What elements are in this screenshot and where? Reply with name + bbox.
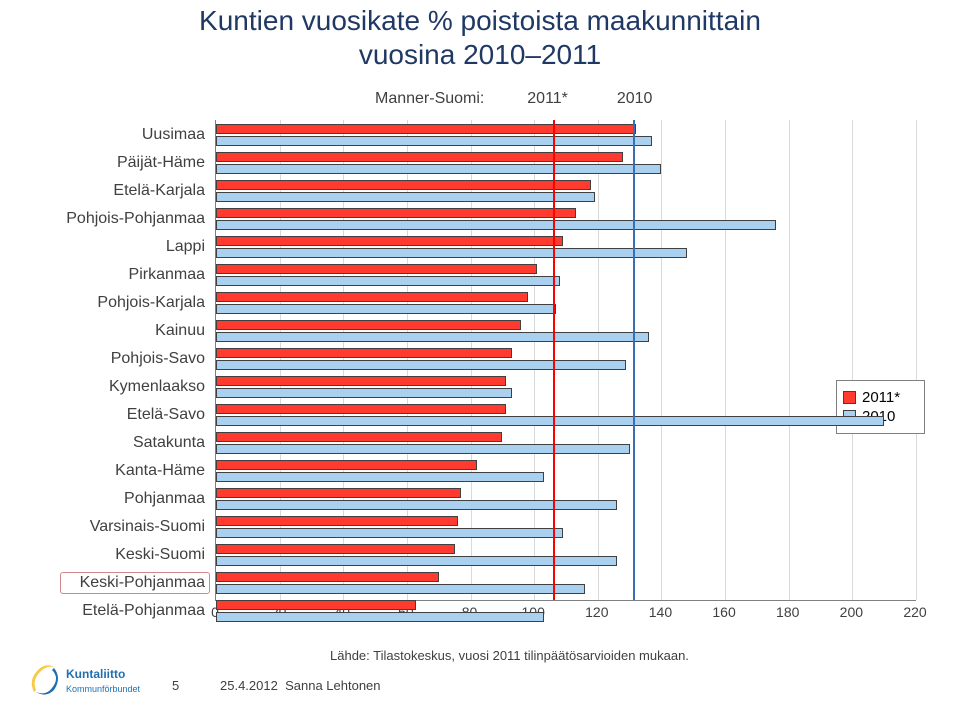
bar-2011 <box>216 124 636 134</box>
plot-area <box>215 120 916 601</box>
bar-2010 <box>216 444 630 454</box>
title-line2: vuosina 2010–2011 <box>359 39 601 70</box>
footer-page: 5 <box>172 678 179 693</box>
legend-label: 2011* <box>862 389 900 406</box>
bar-2010 <box>216 164 661 174</box>
bar-2010 <box>216 220 776 230</box>
ref-2011 <box>553 120 555 600</box>
grid-line <box>661 120 662 600</box>
bar-2011 <box>216 516 458 526</box>
region-label: Etelä-Savo <box>40 406 205 424</box>
region-label: Etelä-Pohjanmaa <box>40 602 205 620</box>
bar-2010 <box>216 276 560 286</box>
bar-2010 <box>216 332 649 342</box>
x-tick: 160 <box>712 604 735 620</box>
bar-2010 <box>216 500 617 510</box>
region-label: Keski-Suomi <box>40 546 205 564</box>
manner-2010-label: 2010 <box>617 90 653 108</box>
grid-line <box>789 120 790 600</box>
bar-2011 <box>216 404 506 414</box>
bar-2010 <box>216 472 544 482</box>
x-tick: 120 <box>585 604 608 620</box>
bar-2010 <box>216 248 687 258</box>
manner-2011-label: 2011* <box>527 90 568 108</box>
bar-2011 <box>216 320 521 330</box>
region-label: Pohjanmaa <box>40 490 205 508</box>
bar-2011 <box>216 292 528 302</box>
bar-2011 <box>216 208 576 218</box>
title-line1: Kuntien vuosikate % poistoista maakunnit… <box>199 5 761 36</box>
bar-2010 <box>216 556 617 566</box>
bar-2011 <box>216 264 537 274</box>
region-label: Pohjois-Savo <box>40 350 205 368</box>
region-label: Pohjois-Pohjanmaa <box>40 210 205 228</box>
x-tick: 220 <box>903 604 926 620</box>
bar-2011 <box>216 432 502 442</box>
region-label: Kymenlaakso <box>40 378 205 396</box>
bar-2010 <box>216 584 585 594</box>
logo-text-bottom: Kommunförbundet <box>66 684 141 694</box>
bar-2011 <box>216 180 591 190</box>
grid-line <box>852 120 853 600</box>
legend-swatch <box>843 391 856 404</box>
bar-2010 <box>216 192 595 202</box>
region-label: Satakunta <box>40 434 205 452</box>
bar-2011 <box>216 348 512 358</box>
bar-2010 <box>216 304 556 314</box>
region-label: Kanta-Häme <box>40 462 205 480</box>
region-label: Keski-Pohjanmaa <box>40 574 205 592</box>
bar-2011 <box>216 488 461 498</box>
logo-text-top: Kuntaliitto <box>66 667 125 681</box>
bar-2011 <box>216 460 477 470</box>
region-label: Uusimaa <box>40 126 205 144</box>
chart-area: Uusimaa Päijät-Häme Etelä-Karjala Pohjois-P… <box>40 90 920 630</box>
bar-2010 <box>216 360 626 370</box>
bar-2010 <box>216 528 563 538</box>
region-label: Etelä-Karjala <box>40 182 205 200</box>
grid-line <box>725 120 726 600</box>
source-text: Lähde: Tilastokeskus, vuosi 2011 tilinpä… <box>330 648 689 663</box>
x-tick: 180 <box>776 604 799 620</box>
x-tick: 200 <box>840 604 863 620</box>
bar-2011 <box>216 572 439 582</box>
bar-2010 <box>216 388 512 398</box>
footer-date: 25.4.2012 Sanna Lehtonen <box>220 678 381 693</box>
region-label: Kainuu <box>40 322 205 340</box>
bar-2010 <box>216 416 884 426</box>
bar-2011 <box>216 544 455 554</box>
manner-suomi-label: Manner-Suomi: <box>375 90 484 108</box>
bar-2011 <box>216 600 416 610</box>
bar-2010 <box>216 136 652 146</box>
bar-2010 <box>216 612 544 622</box>
region-label: Pirkanmaa <box>40 266 205 284</box>
legend-item: 2011* <box>843 389 918 406</box>
ref-2010 <box>633 120 635 600</box>
chart-title: Kuntien vuosikate % poistoista maakunnit… <box>0 4 960 71</box>
region-label: Pohjois-Karjala <box>40 294 205 312</box>
x-tick: 140 <box>649 604 672 620</box>
region-label: Päijät-Häme <box>40 154 205 172</box>
logo-swirl-icon <box>32 665 58 694</box>
grid-line <box>916 120 917 600</box>
bar-2011 <box>216 152 623 162</box>
bar-2011 <box>216 376 506 386</box>
region-label: Lappi <box>40 238 205 256</box>
y-axis-labels: Uusimaa Päijät-Häme Etelä-Karjala Pohjois-P… <box>40 120 210 630</box>
bar-2011 <box>216 236 563 246</box>
kuntaliitto-logo: Kuntaliitto Kommunförbundet <box>24 658 154 702</box>
region-label: Varsinais-Suomi <box>40 518 205 536</box>
